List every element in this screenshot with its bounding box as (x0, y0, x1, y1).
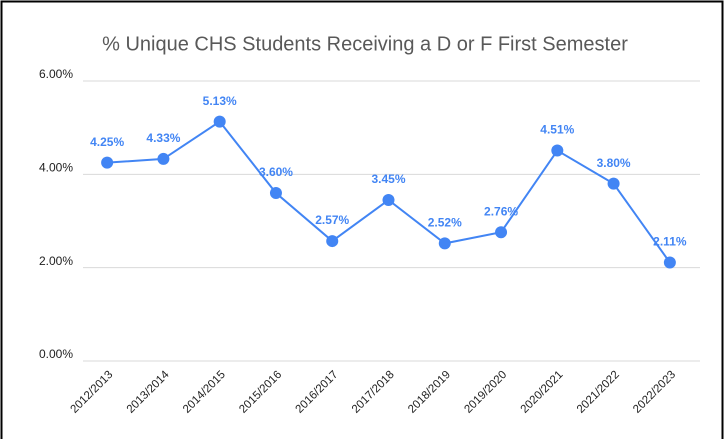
data-point (326, 235, 339, 248)
data-point (438, 237, 451, 250)
y-tick-label: 6.00% (39, 67, 73, 81)
data-label: 3.80% (597, 156, 631, 170)
y-tick-label: 0.00% (39, 347, 73, 361)
y-tick-label: 2.00% (39, 254, 73, 268)
data-point (101, 156, 114, 169)
data-point (382, 194, 395, 206)
data-label: 2.76% (484, 204, 518, 218)
data-label: 2.11% (653, 235, 687, 249)
data-label: 2.52% (428, 216, 462, 230)
data-point (157, 152, 170, 165)
chart-title: % Unique CHS Students Receiving a D or F… (102, 33, 628, 55)
data-label: 2.57% (315, 213, 349, 227)
data-point (607, 177, 620, 190)
data-point (663, 256, 676, 269)
data-label: 5.13% (203, 94, 237, 108)
data-label: 3.60% (259, 165, 293, 179)
data-point (213, 115, 226, 128)
data-point (495, 226, 508, 239)
data-label: 4.51% (540, 123, 574, 137)
data-point (269, 187, 282, 199)
data-label: 4.33% (146, 131, 180, 145)
y-tick-label: 4.00% (39, 161, 73, 175)
data-label: 3.45% (371, 172, 405, 186)
data-point (551, 144, 564, 157)
data-label: 4.25% (90, 135, 124, 149)
